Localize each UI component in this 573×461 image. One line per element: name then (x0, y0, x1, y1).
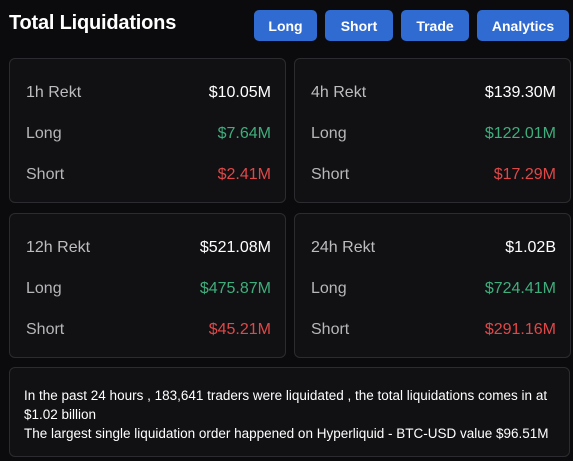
short-row: Short $2.41M (26, 165, 271, 185)
long-value: $475.87M (199, 280, 271, 297)
long-label: Long (26, 125, 62, 142)
period-label: 4h Rekt (311, 84, 367, 101)
long-value: $122.01M (484, 125, 556, 142)
total-value: $139.30M (484, 84, 556, 101)
short-label: Short (26, 166, 65, 183)
short-value: $45.21M (208, 321, 271, 338)
short-button[interactable]: Short (325, 10, 393, 41)
page-title: Total Liquidations (9, 12, 177, 34)
liquidation-summary: In the past 24 hours , 183,641 traders w… (9, 367, 570, 457)
total-value: $1.02B (505, 239, 556, 256)
card-24h-rekt: 24h Rekt $1.02B Long $724.41M Short $291… (294, 213, 571, 358)
long-button[interactable]: Long (254, 10, 317, 41)
total-value: $521.08M (199, 239, 271, 256)
long-label: Long (26, 280, 62, 297)
short-value: $291.16M (484, 321, 556, 338)
short-row: Short $291.16M (311, 320, 556, 340)
short-label: Short (26, 321, 65, 338)
period-label: 24h Rekt (311, 239, 376, 256)
card-header-row: 4h Rekt $139.30M (311, 83, 556, 103)
short-label: Short (311, 321, 350, 338)
card-12h-rekt: 12h Rekt $521.08M Long $475.87M Short $4… (9, 213, 286, 358)
short-label: Short (311, 166, 350, 183)
long-row: Long $724.41M (311, 279, 556, 299)
period-label: 1h Rekt (26, 84, 82, 101)
period-label: 12h Rekt (26, 239, 91, 256)
card-1h-rekt: 1h Rekt $10.05M Long $7.64M Short $2.41M (9, 58, 286, 203)
header: Total Liquidations Long Short Trade Anal… (0, 0, 573, 50)
long-row: Long $122.01M (311, 124, 556, 144)
short-value: $17.29M (493, 166, 556, 183)
analytics-button[interactable]: Analytics (477, 10, 569, 41)
card-header-row: 12h Rekt $521.08M (26, 238, 271, 258)
summary-line-total: In the past 24 hours , 183,641 traders w… (24, 388, 548, 422)
long-value: $7.64M (217, 125, 271, 142)
card-header-row: 1h Rekt $10.05M (26, 83, 271, 103)
long-label: Long (311, 280, 347, 297)
long-row: Long $7.64M (26, 124, 271, 144)
total-value: $10.05M (208, 84, 271, 101)
card-header-row: 24h Rekt $1.02B (311, 238, 556, 258)
nav-buttons: Long Short Trade Analytics (254, 10, 569, 41)
short-value: $2.41M (217, 166, 271, 183)
card-4h-rekt: 4h Rekt $139.30M Long $122.01M Short $17… (294, 58, 571, 203)
summary-line-largest: The largest single liquidation order hap… (24, 426, 549, 441)
long-label: Long (311, 125, 347, 142)
short-row: Short $45.21M (26, 320, 271, 340)
trade-button[interactable]: Trade (401, 10, 469, 41)
short-row: Short $17.29M (311, 165, 556, 185)
long-value: $724.41M (484, 280, 556, 297)
long-row: Long $475.87M (26, 279, 271, 299)
